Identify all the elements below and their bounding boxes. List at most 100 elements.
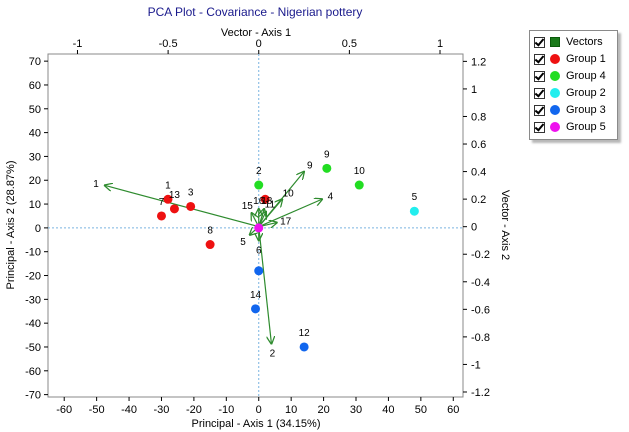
x-tick-label: -40 bbox=[121, 404, 137, 416]
right-axis-label: Vector - Axis 2 bbox=[499, 190, 511, 260]
legend-item-group-1: Group 1 bbox=[534, 51, 606, 67]
axis-ticks: -60 -50 -40 -30 -20 -10 0 10 20 30 40 50 60706050403… bbox=[25, 38, 490, 416]
point-group-5 bbox=[254, 223, 264, 233]
point-label: 7 bbox=[159, 197, 165, 208]
point-group-4 bbox=[354, 180, 364, 190]
y-tick-label: -20 bbox=[25, 271, 41, 283]
point-group-1 bbox=[186, 201, 196, 211]
top-tick-label: -1 bbox=[73, 38, 83, 50]
right-tick-label: -0.4 bbox=[471, 277, 490, 289]
vector-label-15: 15 bbox=[242, 201, 254, 212]
y-tick-label: -10 bbox=[25, 247, 41, 259]
point-group-4 bbox=[254, 180, 264, 190]
legend-label: Group 1 bbox=[566, 53, 606, 65]
legend-checkbox[interactable] bbox=[534, 36, 545, 48]
x-tick-label: 60 bbox=[447, 404, 459, 416]
legend-checkbox[interactable] bbox=[534, 104, 545, 116]
legend-dot-icon bbox=[550, 105, 560, 115]
vector-label-5: 5 bbox=[240, 237, 246, 248]
point-label: 2 bbox=[256, 166, 262, 177]
vector-label-4: 4 bbox=[328, 192, 334, 203]
legend-dot-icon bbox=[550, 88, 560, 98]
legend-item-group-3: Group 3 bbox=[534, 102, 606, 118]
point-label: 14 bbox=[250, 290, 262, 301]
right-tick-label: -0.8 bbox=[471, 332, 490, 344]
x-tick-label: 0 bbox=[256, 404, 262, 416]
legend-checkbox[interactable] bbox=[534, 70, 545, 82]
vector-label-17: 17 bbox=[280, 217, 292, 228]
point-group-1 bbox=[205, 240, 215, 250]
x-tick-label: -30 bbox=[154, 404, 170, 416]
right-tick-label: 0.2 bbox=[471, 194, 486, 206]
y-tick-label: 60 bbox=[29, 80, 41, 92]
loading-vectors bbox=[105, 172, 323, 344]
point-group-4 bbox=[322, 163, 332, 173]
y-tick-label: 10 bbox=[29, 199, 41, 211]
zero-lines bbox=[48, 54, 463, 397]
chart-title: PCA Plot - Covariance - Nigerian pottery bbox=[148, 5, 363, 19]
bottom-axis-label: Principal - Axis 1 (34.15%) bbox=[192, 418, 321, 430]
point-group-1 bbox=[169, 204, 179, 214]
x-tick-label: -20 bbox=[186, 404, 202, 416]
y-tick-label: 20 bbox=[29, 175, 41, 187]
legend-label: Group 2 bbox=[566, 87, 606, 99]
vector-label-6: 6 bbox=[256, 245, 262, 256]
left-axis-label: Principal - Axis 2 (28.87%) bbox=[5, 161, 17, 290]
vector-label-18: 18 bbox=[261, 196, 273, 207]
right-tick-label: 1.2 bbox=[471, 56, 486, 68]
legend-checkbox[interactable] bbox=[534, 121, 545, 133]
right-tick-label: 1 bbox=[471, 84, 477, 96]
data-points bbox=[156, 163, 419, 352]
top-axis-label: Vector - Axis 1 bbox=[221, 27, 291, 39]
point-label: 9 bbox=[324, 149, 330, 160]
x-tick-label: 40 bbox=[382, 404, 394, 416]
top-tick-label: 0.5 bbox=[342, 38, 357, 50]
x-tick-label: 20 bbox=[317, 404, 329, 416]
x-tick-label: 30 bbox=[350, 404, 362, 416]
point-label: 13 bbox=[169, 190, 181, 201]
legend-dot-icon bbox=[550, 122, 560, 132]
legend-square-icon bbox=[550, 37, 560, 47]
legend-label: Group 3 bbox=[566, 104, 606, 116]
vector-label-16: 16 bbox=[253, 196, 265, 207]
legend-dot-icon bbox=[550, 54, 560, 64]
legend-item-vectors: Vectors bbox=[534, 34, 603, 50]
legend-checkbox[interactable] bbox=[534, 87, 545, 99]
point-group-1 bbox=[156, 211, 166, 221]
legend-dot-icon bbox=[550, 71, 560, 81]
y-tick-label: -60 bbox=[25, 366, 41, 378]
legend-item-group-4: Group 4 bbox=[534, 68, 606, 84]
y-tick-label: -30 bbox=[25, 294, 41, 306]
right-tick-label: 0.6 bbox=[471, 139, 486, 151]
vector-label-10: 10 bbox=[283, 188, 295, 199]
point-label: 10 bbox=[354, 166, 366, 177]
point-group-1 bbox=[163, 194, 173, 204]
right-tick-label: -1.2 bbox=[471, 387, 490, 399]
right-tick-label: 0.4 bbox=[471, 167, 486, 179]
point-group-2 bbox=[409, 206, 419, 216]
point-group-3 bbox=[254, 266, 264, 276]
legend-checkbox[interactable] bbox=[534, 53, 545, 65]
point-group-1 bbox=[260, 194, 270, 204]
point-label: 5 bbox=[412, 192, 418, 203]
x-tick-label: -50 bbox=[89, 404, 105, 416]
right-tick-label: -0.6 bbox=[471, 304, 490, 316]
vector-label-9: 9 bbox=[307, 161, 313, 172]
y-tick-label: 70 bbox=[29, 56, 41, 68]
x-tick-label: 50 bbox=[415, 404, 427, 416]
right-tick-label: -0.2 bbox=[471, 249, 490, 261]
vector-label-2: 2 bbox=[270, 349, 276, 360]
y-tick-label: 50 bbox=[29, 104, 41, 116]
right-tick-label: 0 bbox=[471, 222, 477, 234]
legend-label: Group 5 bbox=[566, 121, 606, 133]
legend-label: Vectors bbox=[566, 36, 603, 48]
y-tick-label: -50 bbox=[25, 342, 41, 354]
legend-item-group-2: Group 2 bbox=[534, 85, 606, 101]
point-group-3 bbox=[251, 304, 260, 314]
x-tick-label: -10 bbox=[218, 404, 234, 416]
point-label: 1 bbox=[165, 180, 171, 191]
legend: Vectors Group 1 Group 4 Group 2 Group 3 Group… bbox=[529, 30, 618, 140]
x-tick-label: -60 bbox=[56, 404, 72, 416]
